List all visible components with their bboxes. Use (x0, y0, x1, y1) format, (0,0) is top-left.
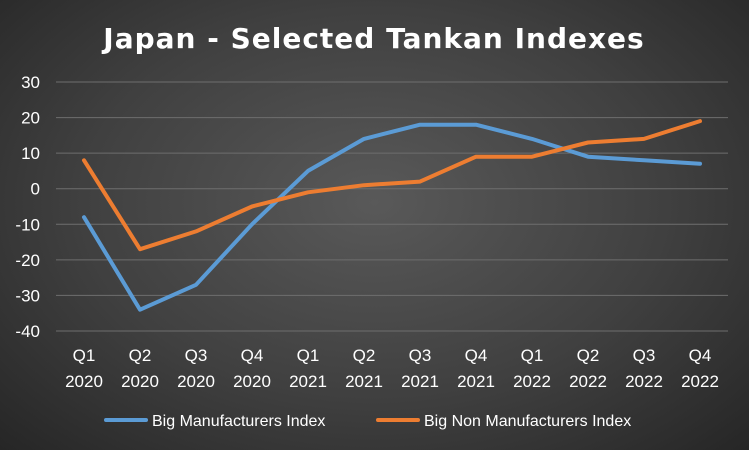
x-tick-label-quarter: Q4 (241, 346, 264, 365)
legend: Big Manufacturers Index Big Non Manufactu… (104, 413, 631, 430)
x-tick-label-quarter: Q2 (577, 346, 600, 365)
y-tick-label: -30 (15, 286, 40, 305)
legend-label-1: Big Manufacturers Index (152, 413, 325, 430)
y-tick-label: 30 (21, 73, 40, 92)
y-tick-label: -40 (15, 322, 40, 341)
x-tick-label-quarter: Q4 (689, 346, 712, 365)
x-tick-label-quarter: Q2 (129, 346, 152, 365)
x-tick-label-quarter: Q1 (521, 346, 544, 365)
y-tick-label: -10 (15, 215, 40, 234)
y-tick-label: 20 (21, 109, 40, 128)
x-tick-label-year: 2021 (457, 372, 495, 391)
gridlines (56, 81, 728, 332)
x-tick-label-year: 2020 (177, 372, 215, 391)
series-lines (82, 119, 702, 312)
chart-title: Japan - Selected Tankan Indexes (101, 22, 644, 55)
y-axis-ticks: 30 20 10 0 -10 -20 -30 -40 (15, 73, 40, 341)
x-tick-label-year: 2022 (625, 372, 663, 391)
y-tick-label: 10 (21, 144, 40, 163)
series-line-1 (82, 122, 702, 312)
x-tick-label-year: 2020 (121, 372, 159, 391)
x-tick-label-year: 2020 (65, 372, 103, 391)
x-tick-label-quarter: Q2 (353, 346, 376, 365)
x-tick-label-quarter: Q1 (73, 346, 96, 365)
x-tick-label-year: 2022 (513, 372, 551, 391)
x-tick-label-year: 2022 (681, 372, 719, 391)
x-tick-label-year: 2022 (569, 372, 607, 391)
x-tick-label-quarter: Q1 (297, 346, 320, 365)
y-tick-label: 0 (31, 180, 40, 199)
x-tick-label-year: 2021 (289, 372, 327, 391)
x-tick-label-year: 2020 (233, 372, 271, 391)
x-tick-label-year: 2021 (345, 372, 383, 391)
x-tick-label-quarter: Q3 (185, 346, 208, 365)
x-tick-label-year: 2021 (401, 372, 439, 391)
x-axis-ticks: Q1 2020 Q2 2020 Q3 2020 Q4 2020 Q1 2021 Q2 2021 Q3 20… (65, 346, 719, 391)
x-tick-label-quarter: Q3 (409, 346, 432, 365)
series-line-2 (82, 119, 702, 252)
x-tick-label-quarter: Q3 (633, 346, 656, 365)
y-tick-label: -20 (15, 251, 40, 270)
x-tick-label-quarter: Q4 (465, 346, 488, 365)
legend-label-2: Big Non Manufacturers Index (424, 413, 631, 430)
